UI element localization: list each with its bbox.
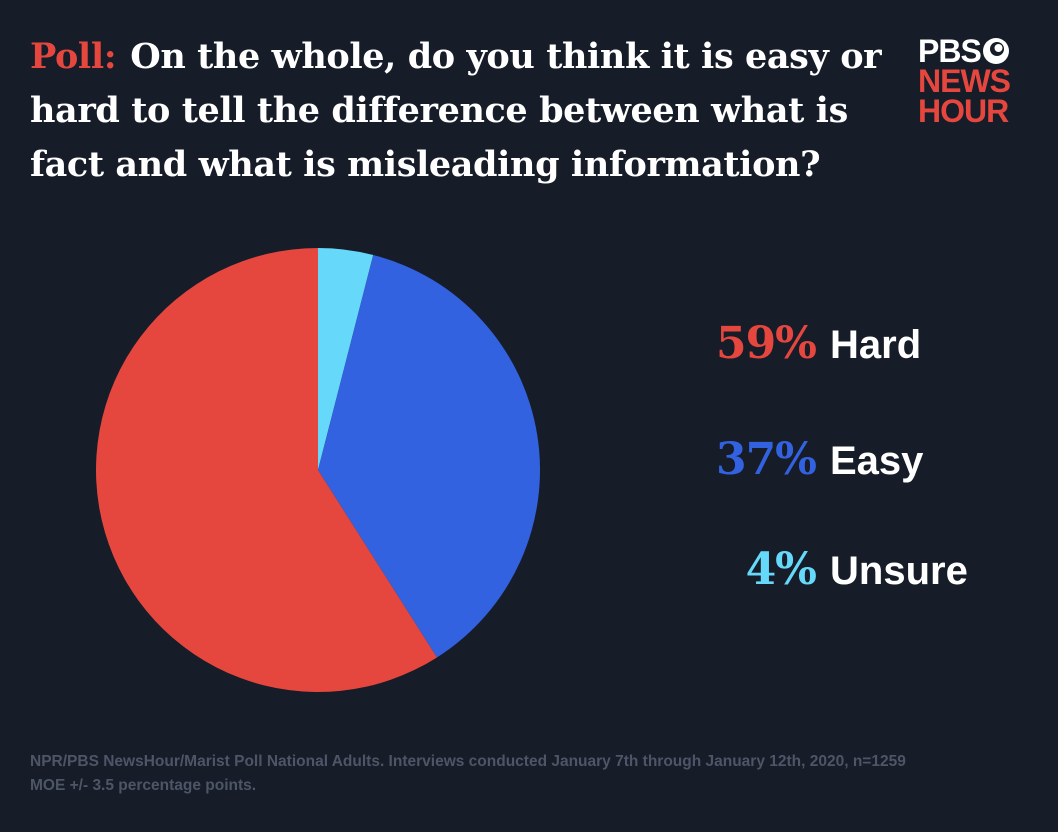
pie-chart [96, 248, 540, 692]
legend-item-hard: 59% Hard [600, 318, 990, 388]
legend-pct-hard: 59% [715, 318, 817, 369]
logo-line-1: PBS [918, 33, 982, 69]
source-note: NPR/PBS NewsHour/Marist Poll National Ad… [30, 753, 906, 794]
pbs-newshour-logo: PBS NEWS HOUR [918, 33, 1028, 129]
legend-item-easy: 37% Easy [600, 434, 990, 504]
pie-slice-unsure [318, 248, 374, 470]
legend-label-easy: Easy [830, 439, 924, 483]
pie-slice-easy [318, 254, 540, 658]
pbs-head-icon [982, 38, 1009, 64]
legend-label-hard: Hard [830, 323, 922, 367]
legend-label-unsure: Unsure [830, 549, 968, 593]
legend-item-unsure: 4% Unsure [600, 544, 990, 614]
title-prefix: Poll: [30, 36, 117, 77]
logo-line-2: NEWS [918, 63, 1011, 99]
chart-title: Poll: On the whole, do you think it is ea… [30, 30, 910, 192]
pie-slice-hard [96, 248, 437, 692]
legend-pct-unsure: 4% [745, 544, 817, 595]
legend-pct-easy: 37% [715, 434, 817, 485]
logo-line-3: HOUR [918, 93, 1009, 129]
title-text: On the whole, do you think it is easy or… [30, 36, 882, 185]
